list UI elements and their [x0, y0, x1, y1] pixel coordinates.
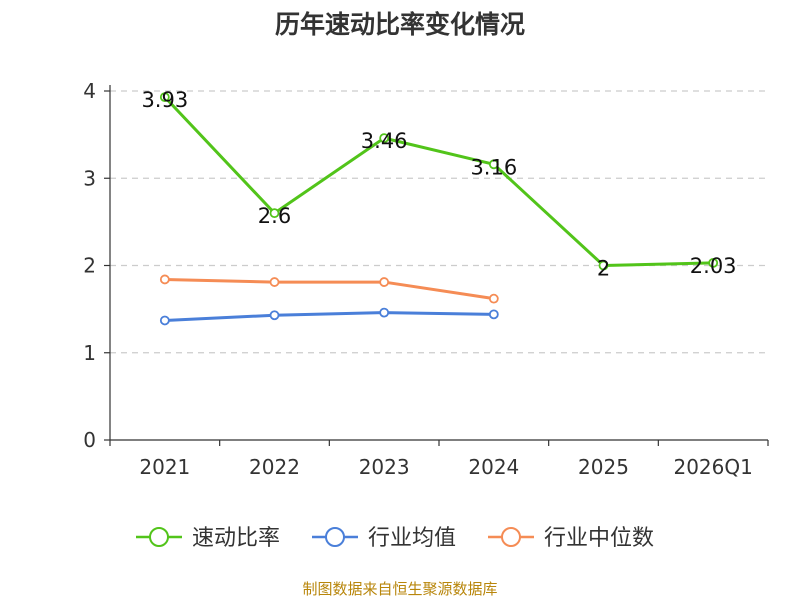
data-point	[379, 277, 390, 287]
series-line	[163, 96, 714, 267]
legend-label: 速动比率	[192, 526, 280, 551]
x-axis: 2021 2022 2023 2024 2025 2026Q1	[109, 439, 769, 479]
legend-marker	[149, 527, 169, 547]
legend-label: 行业均值	[368, 526, 456, 551]
x-tick-label: 2021	[139, 455, 190, 479]
data-label: 2.6	[258, 204, 291, 228]
y-axis: 0 1 2 3 4	[83, 79, 111, 452]
data-point	[159, 274, 170, 285]
data-point	[159, 315, 170, 326]
series-layer	[159, 92, 719, 326]
data-label: 3.46	[361, 129, 408, 153]
legend-item: 速动比率	[136, 526, 280, 551]
y-tick-label: 2	[83, 254, 96, 278]
legend-item: 行业均值	[312, 526, 456, 551]
data-label: 3.16	[470, 155, 517, 179]
x-tick-label: 2022	[249, 455, 300, 479]
y-tick-label: 0	[83, 428, 96, 452]
legend-marker	[501, 527, 521, 547]
data-point	[708, 257, 719, 268]
data-point	[269, 277, 280, 287]
data-label: 2.03	[690, 254, 737, 278]
x-tick-label: 2023	[359, 455, 410, 479]
data-point	[488, 309, 499, 320]
series-1	[159, 307, 499, 326]
legend-item: 行业中位数	[488, 526, 654, 551]
source-note: 制图数据来自恒生聚源数据库	[302, 580, 497, 598]
data-point	[598, 260, 609, 271]
data-label: 3.93	[141, 88, 188, 112]
x-tick-label: 2024	[468, 455, 519, 479]
series-line	[164, 311, 494, 322]
series-0	[159, 92, 719, 271]
data-point	[488, 293, 499, 304]
y-tick-label: 3	[83, 166, 96, 190]
data-label: 2	[597, 257, 610, 281]
x-tick-label: 2025	[578, 455, 629, 479]
data-labels: 3.93 2.6 3.46 3.16 2 2.03	[141, 88, 736, 280]
data-point	[269, 310, 280, 321]
data-point	[488, 159, 499, 170]
legend: 速动比率 行业均值 行业中位数	[136, 526, 654, 551]
legend-label: 行业中位数	[544, 526, 654, 551]
y-tick-label: 4	[83, 79, 96, 103]
series-line	[164, 277, 495, 301]
chart-title: 历年速动比率变化情况	[275, 10, 525, 39]
x-tick-label: 2026Q1	[673, 455, 752, 479]
data-point	[159, 92, 170, 103]
data-point	[269, 208, 280, 219]
series-2	[159, 274, 499, 304]
data-point	[379, 307, 390, 318]
data-point	[379, 133, 390, 144]
legend-marker	[325, 527, 345, 547]
y-tick-label: 1	[83, 341, 96, 365]
